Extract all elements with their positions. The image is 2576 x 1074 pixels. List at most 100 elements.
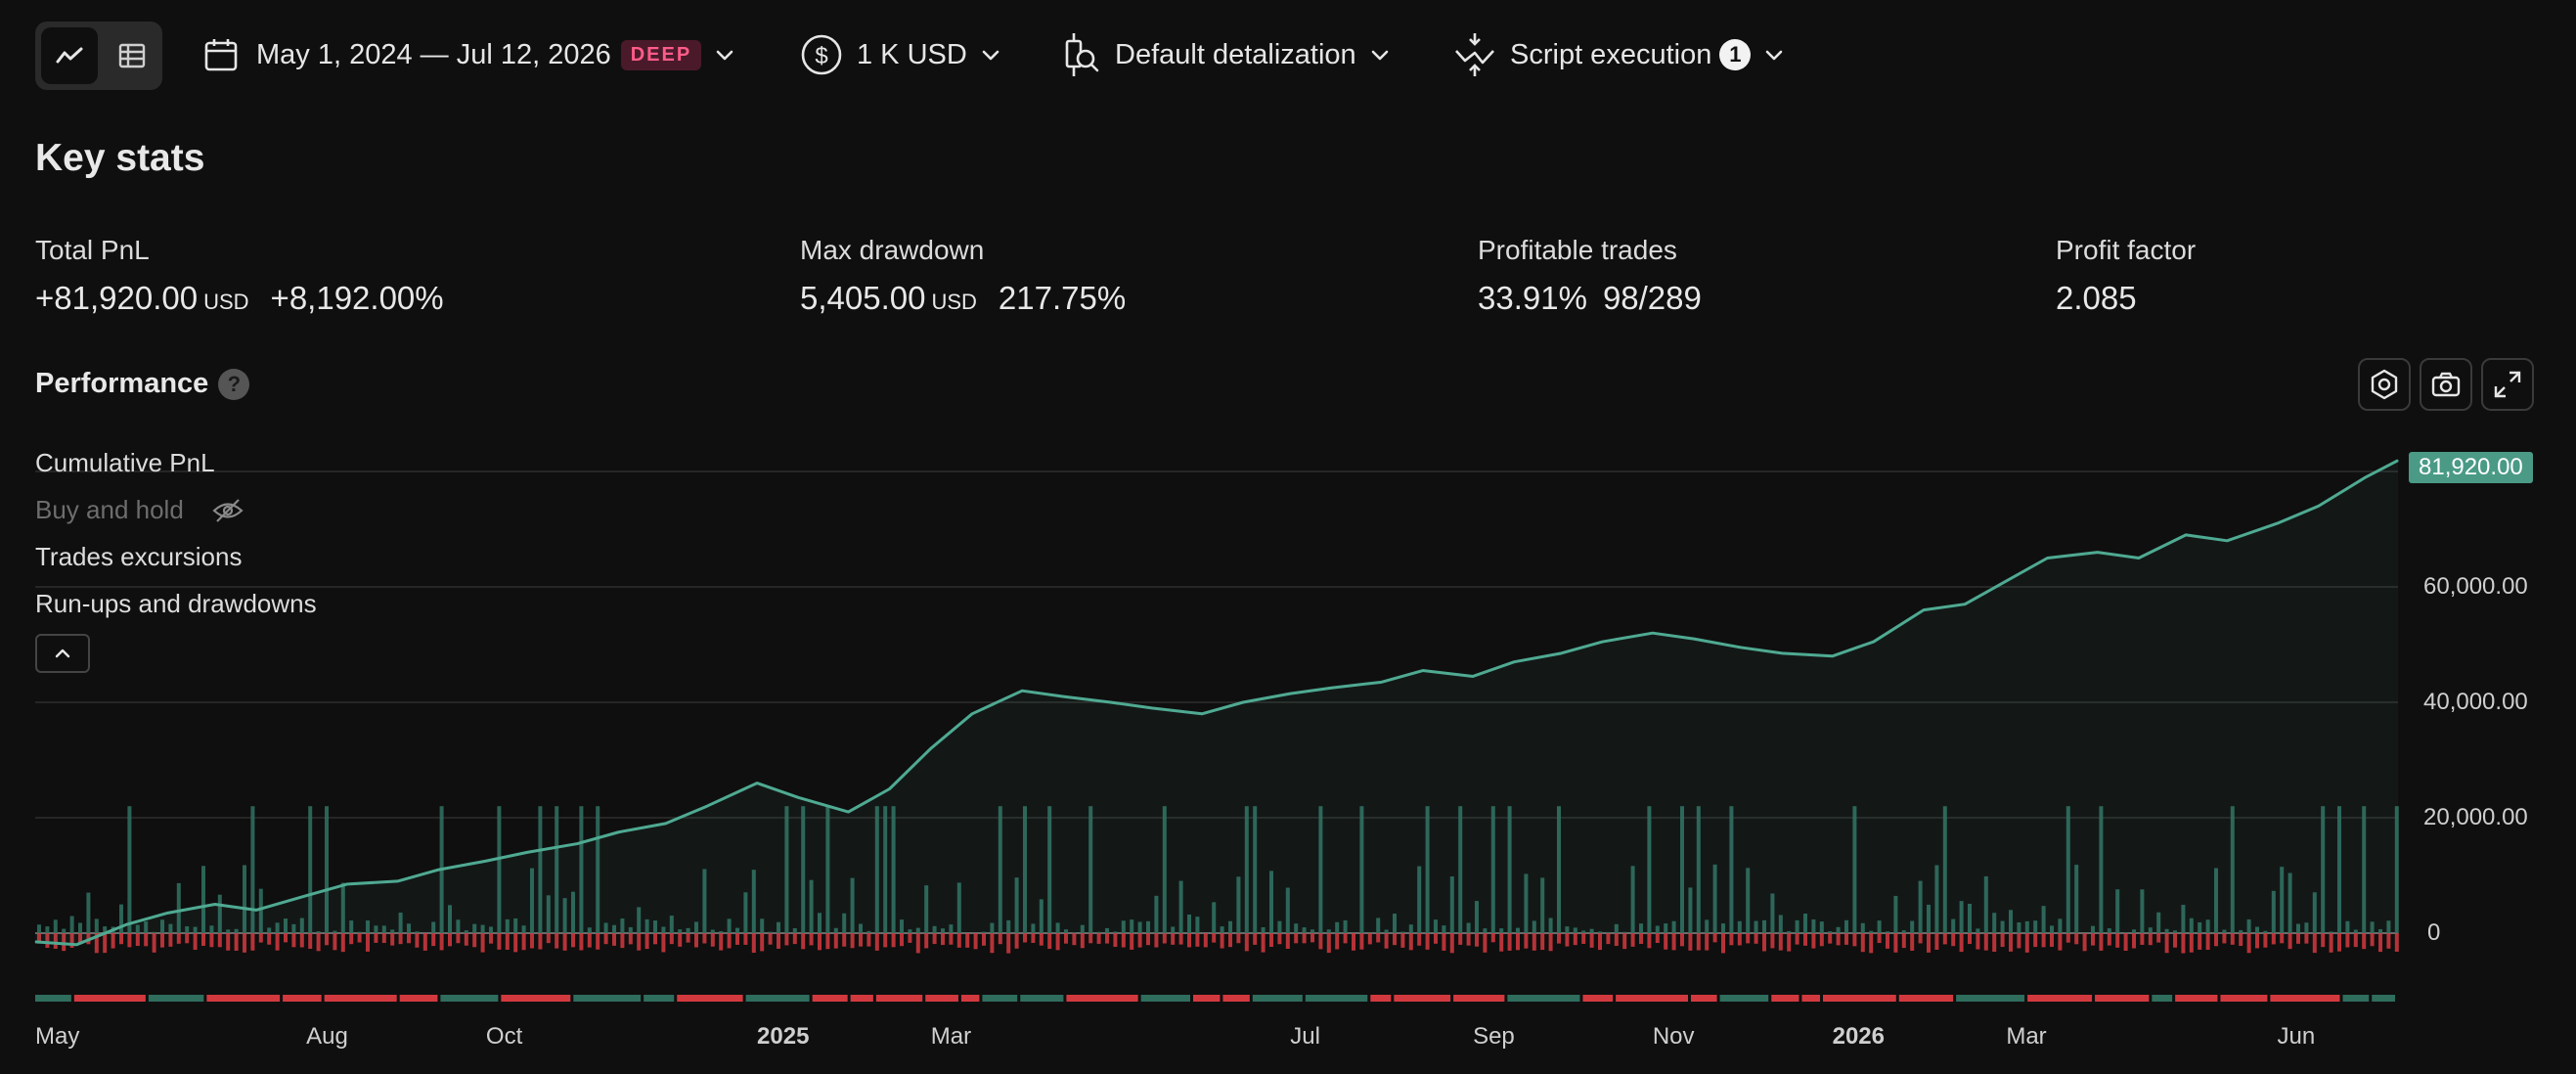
excursion-bar-loss <box>2000 933 2005 948</box>
excursion-bar-profit <box>1318 806 1323 933</box>
excursion-bar-loss <box>2198 933 2202 950</box>
excursion-bar-loss <box>275 933 280 951</box>
excursion-bar-loss <box>710 933 715 947</box>
excursion-bar-profit <box>915 927 920 933</box>
excursion-bar-profit <box>1359 806 1364 933</box>
run-up-drawdown-segment <box>1616 995 1688 1002</box>
excursion-bar-profit <box>1310 929 1314 933</box>
excursion-bar-loss <box>1696 933 1701 951</box>
help-icon[interactable]: ? <box>218 368 250 400</box>
excursion-bar-profit <box>1770 893 1775 933</box>
excursion-bar-profit <box>1844 919 1848 933</box>
run-up-drawdown-segment <box>745 995 810 1002</box>
excursion-bar-profit <box>1434 919 1438 933</box>
excursion-bar-profit <box>1869 930 1874 933</box>
excursion-bar-loss <box>325 933 329 946</box>
legend-cumulative-pnl[interactable]: Cumulative PnL <box>35 448 215 477</box>
run-up-drawdown-segment <box>1823 995 1896 1002</box>
excursion-bar-loss <box>1655 933 1660 944</box>
excursion-bar-profit <box>1729 806 1734 933</box>
excursion-bar-profit <box>2189 917 2194 933</box>
excursion-bar-profit <box>2024 920 2029 933</box>
cumulative-pnl-point <box>397 880 399 882</box>
excursion-bar-profit <box>1910 920 1915 933</box>
excursion-bar-loss <box>1154 933 1159 948</box>
excursion-bar-loss <box>2033 933 2038 948</box>
date-range-picker[interactable]: May 1, 2024 — Jul 12, 2026 DEEP <box>201 25 736 84</box>
excursion-bar-loss <box>258 933 263 943</box>
eye-off-icon[interactable] <box>212 498 244 523</box>
run-up-drawdown-segment <box>2152 995 2173 1002</box>
screenshot-button[interactable] <box>2420 358 2472 411</box>
legend-trades-excursions[interactable]: Trades excursions <box>35 542 243 571</box>
excursion-bar-loss <box>669 933 674 945</box>
excursion-bar-profit <box>381 925 386 933</box>
excursion-bar-loss <box>2099 933 2104 951</box>
cumulative-pnl-point <box>1602 641 1604 643</box>
cumulative-pnl-point <box>1873 641 1875 643</box>
run-up-drawdown-segment <box>1192 995 1221 1002</box>
excursion-bar-loss <box>2050 933 2054 947</box>
legend-buy-and-hold[interactable]: Buy and hold <box>35 495 244 525</box>
excursion-bar-loss <box>973 933 978 950</box>
x-axis-tick: Mar <box>2006 1023 2047 1050</box>
fullscreen-button[interactable] <box>2481 358 2534 411</box>
excursion-bar-profit <box>185 925 190 933</box>
excursion-bar-profit <box>1064 929 1068 933</box>
excursion-bar-profit <box>990 922 995 933</box>
excursion-bar-profit <box>1466 922 1471 933</box>
excursion-bar-loss <box>1746 933 1751 944</box>
capital-selector[interactable]: $ 1 K USD <box>800 25 1002 84</box>
excursion-bar-profit <box>1630 866 1635 933</box>
run-up-drawdown-segment <box>1305 995 1368 1002</box>
excursion-bar-loss <box>226 933 231 951</box>
excursion-bar-profit <box>275 922 280 933</box>
excursion-bar-profit <box>801 806 806 933</box>
excursion-bar-profit <box>521 925 526 933</box>
excursion-bar-loss <box>1860 933 1865 953</box>
legend-run-ups-and-drawdowns[interactable]: Run-ups and drawdowns <box>35 589 317 618</box>
excursion-bar-profit <box>209 925 214 933</box>
excursion-bar-loss <box>2065 933 2070 943</box>
excursion-bar-profit <box>587 927 592 933</box>
excursion-bar-profit <box>267 927 272 933</box>
chart-settings-button[interactable] <box>2358 358 2411 411</box>
excursion-bar-loss <box>1434 933 1438 944</box>
profitable-trades-label: Profitable trades <box>1478 235 1677 265</box>
excursion-bar-loss <box>299 933 304 948</box>
collapse-legend-button[interactable] <box>35 634 90 673</box>
excursion-bar-profit <box>874 806 879 933</box>
excursion-bar-profit <box>784 806 789 933</box>
excursion-bar-profit <box>366 920 370 933</box>
excursion-bar-profit <box>1195 917 1200 933</box>
excursion-bar-profit <box>69 916 74 933</box>
excursion-bar-loss <box>965 933 970 948</box>
detalization-selector[interactable]: Default detalization <box>1062 25 1392 84</box>
excursion-bar-loss <box>2337 933 2341 952</box>
excursion-bar-profit <box>1039 899 1044 933</box>
excursion-bar-profit <box>308 806 313 933</box>
excursion-bar-profit <box>1178 880 1183 933</box>
excursion-bar-loss <box>1901 933 1906 949</box>
cumulative-pnl-point <box>2097 552 2099 554</box>
excursion-bar-loss <box>579 933 584 951</box>
excursion-bar-loss <box>900 933 904 947</box>
excursion-bar-loss <box>103 933 108 954</box>
excursion-bar-loss <box>1869 933 1874 954</box>
excursion-bar-profit <box>818 913 822 933</box>
excursion-bar-profit <box>932 925 937 933</box>
table-view-button[interactable] <box>104 27 160 84</box>
chart-view-button[interactable] <box>41 27 98 84</box>
excursion-bar-profit <box>1532 920 1536 933</box>
excursion-bar-profit <box>628 926 633 933</box>
excursion-bar-loss <box>1893 933 1898 953</box>
excursion-bar-profit <box>1836 926 1841 933</box>
excursion-bar-profit <box>620 918 625 933</box>
excursion-bar-loss <box>694 933 698 948</box>
run-up-drawdown-segment <box>2027 995 2093 1002</box>
excursion-bar-loss <box>530 933 534 949</box>
script-execution-selector[interactable]: Script execution 1 <box>1453 25 1786 84</box>
excursion-bar-loss <box>1540 933 1545 951</box>
excursion-bar-loss <box>2082 933 2087 952</box>
excursion-bar-profit <box>1647 806 1652 933</box>
